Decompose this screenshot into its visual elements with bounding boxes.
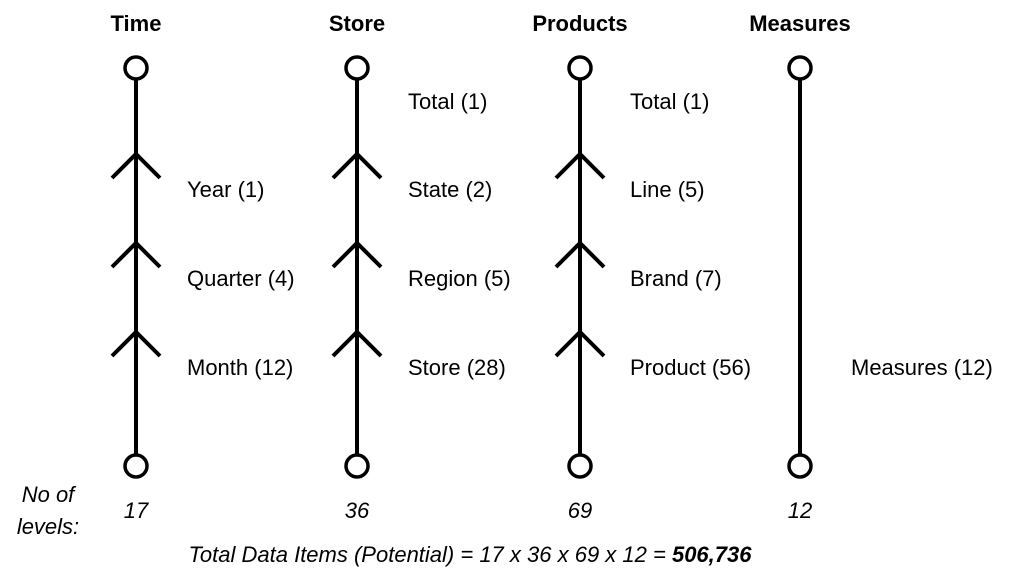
dim-title-products: Products bbox=[532, 11, 627, 36]
total-data-items: Total Data Items (Potential) = 17 x 36 x… bbox=[189, 542, 753, 567]
arrow-up-icon bbox=[331, 329, 383, 358]
axis-measures bbox=[787, 55, 813, 479]
level-label: Year (1) bbox=[187, 177, 264, 202]
arrow-up-icon bbox=[554, 151, 606, 180]
dim-title-store: Store bbox=[329, 11, 385, 36]
axis-store bbox=[331, 55, 383, 479]
level-label: Quarter (4) bbox=[187, 266, 295, 291]
top-node-icon bbox=[344, 55, 370, 81]
levels-label-line2: levels: bbox=[17, 514, 79, 539]
arrow-up-icon bbox=[331, 151, 383, 180]
level-label: Month (12) bbox=[187, 355, 293, 380]
level-count-store: 36 bbox=[345, 498, 370, 523]
arrow-up-icon bbox=[554, 240, 606, 269]
arrow-up-icon bbox=[110, 151, 162, 180]
level-label: Region (5) bbox=[408, 266, 511, 291]
level-label: Product (56) bbox=[630, 355, 751, 380]
measure-label: Measures (12) bbox=[851, 355, 993, 380]
level-count-measures: 12 bbox=[788, 498, 812, 523]
total-value: 506,736 bbox=[672, 542, 752, 567]
bottom-node-icon bbox=[344, 453, 370, 479]
arrow-up-icon bbox=[110, 329, 162, 358]
dim-title-measures: Measures bbox=[749, 11, 851, 36]
dim-title-time: Time bbox=[111, 11, 162, 36]
total-label: Total (1) bbox=[630, 89, 709, 114]
arrow-up-icon bbox=[554, 329, 606, 358]
level-label: Brand (7) bbox=[630, 266, 722, 291]
level-label: Line (5) bbox=[630, 177, 705, 202]
levels-label-line1: No of bbox=[22, 482, 77, 507]
axis-time bbox=[110, 55, 162, 479]
level-count-time: 17 bbox=[124, 498, 149, 523]
arrow-up-icon bbox=[110, 240, 162, 269]
top-node-icon bbox=[567, 55, 593, 81]
top-node-icon bbox=[787, 55, 813, 81]
total-label: Total (1) bbox=[408, 89, 487, 114]
level-label: Store (28) bbox=[408, 355, 506, 380]
bottom-node-icon bbox=[787, 453, 813, 479]
top-node-icon bbox=[123, 55, 149, 81]
arrow-up-icon bbox=[331, 240, 383, 269]
level-count-products: 69 bbox=[568, 498, 592, 523]
bottom-node-icon bbox=[123, 453, 149, 479]
total-formula: Total Data Items (Potential) = 17 x 36 x… bbox=[189, 542, 672, 567]
bottom-node-icon bbox=[567, 453, 593, 479]
level-label: State (2) bbox=[408, 177, 492, 202]
axis-products bbox=[554, 55, 606, 479]
